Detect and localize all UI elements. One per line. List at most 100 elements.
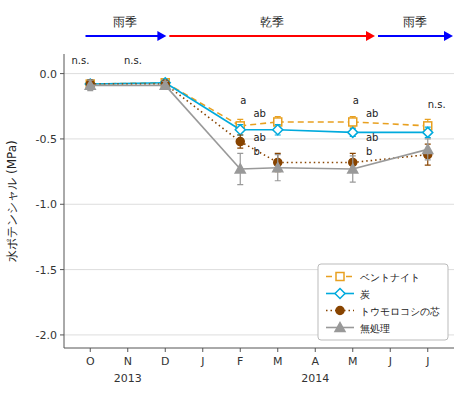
y-tick-label: -2.0: [36, 329, 57, 342]
annotation: b: [366, 146, 372, 157]
series-line: [165, 84, 240, 141]
annotation: n.s.: [124, 55, 142, 66]
x-tick-label: J: [200, 355, 204, 368]
data-point: [85, 80, 95, 89]
series-line: [353, 149, 428, 169]
season-arrow: 雨季: [378, 15, 453, 41]
series-line: [240, 168, 278, 169]
y-tick-label: -0.5: [36, 133, 57, 146]
series-line: [90, 83, 165, 84]
season-arrow-head: [444, 31, 453, 41]
y-axis-line: [64, 54, 65, 348]
legend-label: ベントナイト: [360, 272, 420, 283]
series: [85, 78, 433, 138]
data-point: [423, 127, 433, 137]
y-tick-label: -1.0: [36, 198, 57, 211]
series-line: [278, 121, 353, 123]
annotation: ab: [366, 108, 378, 119]
y-tick-label: 0.0: [40, 68, 58, 81]
series-line: [278, 168, 353, 169]
data-point: [235, 164, 245, 173]
x-axis-line: [64, 348, 454, 349]
x-tick: [277, 348, 278, 352]
annotation: n.s.: [428, 99, 446, 110]
series-line: [353, 132, 428, 134]
y-tick: [60, 269, 64, 270]
annotation: a: [240, 95, 246, 106]
x-tick: [315, 348, 316, 352]
legend-label: 無処理: [360, 323, 390, 334]
x-tick-label: M: [273, 355, 283, 368]
x-tick: [352, 348, 353, 352]
series-line: [90, 83, 165, 85]
data-point: [160, 80, 170, 89]
annotation: ab: [253, 108, 265, 119]
error-bar: [350, 117, 356, 127]
data-point: [235, 125, 245, 135]
series: [86, 80, 432, 172]
series-line: [278, 130, 353, 133]
legend-marker: [335, 323, 345, 332]
data-point: [423, 144, 433, 153]
data-point: [85, 79, 95, 89]
season-arrow-head: [157, 31, 166, 41]
x-tick: [390, 348, 391, 352]
y-tick: [60, 73, 64, 74]
x-tick-label: J: [425, 355, 429, 368]
annotation: a: [353, 95, 359, 106]
data-point: [273, 163, 283, 172]
y-tick: [60, 138, 64, 139]
group-label: 2013: [114, 372, 142, 385]
plot-area: [85, 78, 433, 185]
data-point: [348, 127, 358, 137]
annotation: ab: [253, 132, 265, 143]
series-line: [353, 122, 428, 126]
annotation: n.s.: [72, 55, 90, 66]
y-tick-label: -1.5: [36, 264, 57, 277]
series: [85, 80, 433, 185]
season-arrow-line: [86, 35, 160, 37]
season-label: 乾季: [260, 15, 284, 29]
data-point: [349, 118, 357, 126]
x-tick: [127, 348, 128, 352]
x-tick-label: D: [161, 355, 169, 368]
season-label: 雨季: [113, 15, 137, 29]
x-tick-label: A: [311, 355, 319, 368]
data-point: [348, 164, 358, 173]
x-tick-label: F: [237, 355, 243, 368]
y-axis-label: 水ポテンシャル (MPa): [5, 140, 19, 262]
x-tick: [202, 348, 203, 352]
x-tick-label: M: [348, 355, 358, 368]
series-line: [240, 122, 278, 126]
legend: ベントナイト炭トウモロコシの芯無処理: [318, 264, 448, 340]
legend-box: [318, 264, 448, 340]
series-line: [278, 162, 353, 164]
season-arrow-head: [366, 31, 375, 41]
series-line: [240, 142, 278, 163]
x-tick-label: J: [388, 355, 392, 368]
legend-marker: [336, 273, 344, 281]
data-point: [236, 138, 244, 146]
grid-line: [64, 73, 454, 74]
group-label: 2014: [301, 372, 329, 385]
x-tick: [240, 348, 241, 352]
x-tick: [427, 348, 428, 352]
error-bar: [237, 135, 243, 148]
season-arrow: 乾季: [169, 15, 375, 41]
data-point: [273, 125, 283, 135]
season-arrow: 雨季: [86, 15, 167, 41]
chart: 0.0-0.5-1.0-1.5-2.0ONDJFMAMJJ水ポテンシャル (MP…: [0, 0, 468, 399]
season-arrow-line: [169, 35, 368, 37]
season-label: 雨季: [403, 15, 427, 29]
legend-label: 炭: [360, 289, 370, 300]
annotations: n.s.n.s.aababbaababbn.s.20132014雨季乾季雨季: [72, 15, 454, 385]
series-line: [90, 83, 165, 84]
season-arrow-line: [378, 35, 446, 37]
x-tick: [90, 348, 91, 352]
y-tick: [60, 204, 64, 205]
x-tick: [165, 348, 166, 352]
legend-marker: [336, 307, 344, 315]
y-tick: [60, 334, 64, 335]
x-tick-label: O: [86, 355, 95, 368]
axes: 0.0-0.5-1.0-1.5-2.0ONDJFMAMJJ: [36, 54, 454, 368]
